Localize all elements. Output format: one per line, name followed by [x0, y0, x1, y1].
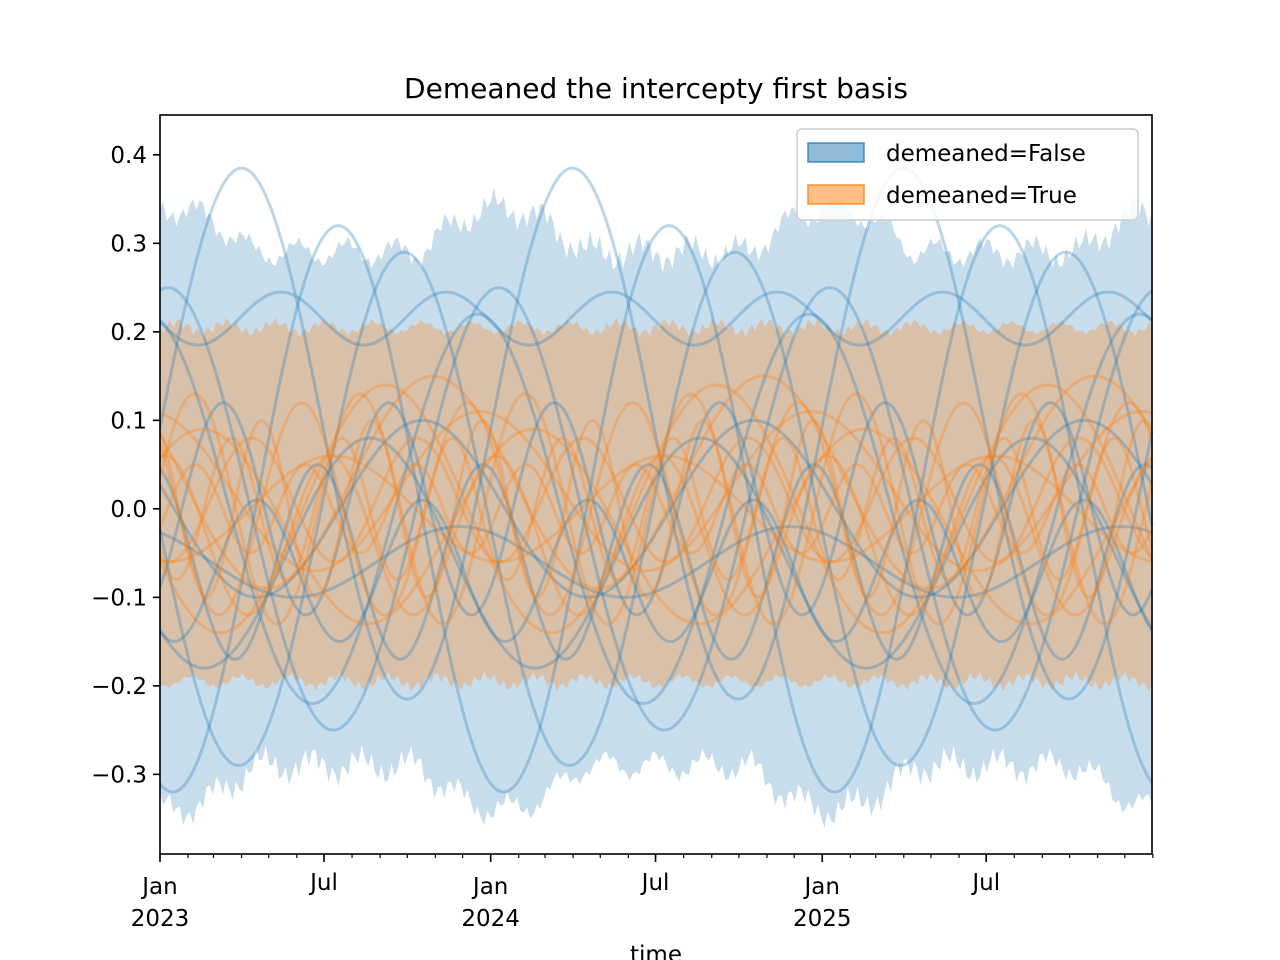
y-tick-label: 0.2: [110, 320, 147, 346]
sample-line-false-4: [158, 312, 1153, 706]
y-tick-label: 0.1: [110, 408, 147, 434]
legend-swatch: [807, 142, 865, 163]
plot-area: [158, 166, 1154, 828]
y-tick-label: −0.1: [91, 585, 147, 611]
x-tick-label: Jul: [640, 870, 670, 896]
x-tick-label: Jan: [471, 874, 508, 900]
x-tick-label: Jan: [140, 874, 177, 900]
x-tick-year-label: 2025: [793, 906, 852, 932]
y-tick-label: −0.3: [91, 762, 147, 788]
sample-line-false-12: [158, 418, 1154, 599]
sample-line-true-12: [158, 463, 1154, 555]
sample-line-false-2: [158, 224, 1154, 794]
y-tick-label: −0.2: [91, 674, 147, 700]
x-tick-label: Jul: [970, 870, 1000, 896]
sample-line-false-3: [158, 250, 1154, 768]
hdi-band-true: [160, 317, 1152, 692]
sample-line-true-8: [159, 436, 1154, 564]
sample-line-true-1: [158, 383, 1154, 635]
y-tick-label: 0.0: [110, 497, 147, 523]
sample-line-false-9: [158, 498, 1154, 644]
x-tick-label: Jul: [308, 870, 338, 896]
hdi-band-false: [160, 188, 1152, 828]
sample-line-false-6: [159, 286, 1153, 732]
sample-line-false-7: [158, 436, 1154, 670]
sample-line-true-3: [158, 392, 1154, 626]
sample-line-false-11: [159, 524, 1153, 599]
y-tick-label: 0.3: [110, 231, 147, 257]
x-tick-label: Jan: [803, 874, 840, 900]
legend-box: [796, 128, 1139, 221]
legend-swatch: [807, 184, 865, 205]
chart-title: Demeaned the intercepty first basis: [404, 72, 908, 105]
sample-line-false-8: [158, 463, 1153, 661]
sample-line-true-4: [159, 409, 1153, 573]
y-axis: −0.3 −0.2 −0.1 0.0 0.1 0.2 0.3 0.4: [91, 143, 160, 788]
x-tick-year-label: 2023: [131, 906, 190, 932]
sample-line-true-11: [158, 374, 1154, 591]
x-axis-label: time: [630, 942, 682, 960]
sample-line-true-5: [158, 427, 1154, 626]
sample-line-true-2: [158, 401, 1154, 617]
sample-line-true-7: [158, 436, 1154, 582]
legend-label: demeaned=True: [886, 183, 1077, 209]
sample-line-false-5: [158, 290, 1154, 347]
sample-line-false-10: [158, 401, 1154, 617]
sample-line-true-10: [159, 454, 1153, 617]
legend: demeaned=False demeaned=True: [796, 128, 1139, 221]
sample-line-false-1: [158, 166, 1154, 701]
legend-label: demeaned=False: [886, 141, 1086, 167]
y-tick-label: 0.4: [110, 143, 147, 169]
x-tick-year-label: 2024: [461, 906, 520, 932]
sample-line-true-9: [159, 454, 1153, 564]
x-axis: Jan 2023 Jul Jan 2024 Jul Jan 2025 Jul: [131, 854, 1154, 932]
sample-line-true-6: [158, 418, 1154, 599]
